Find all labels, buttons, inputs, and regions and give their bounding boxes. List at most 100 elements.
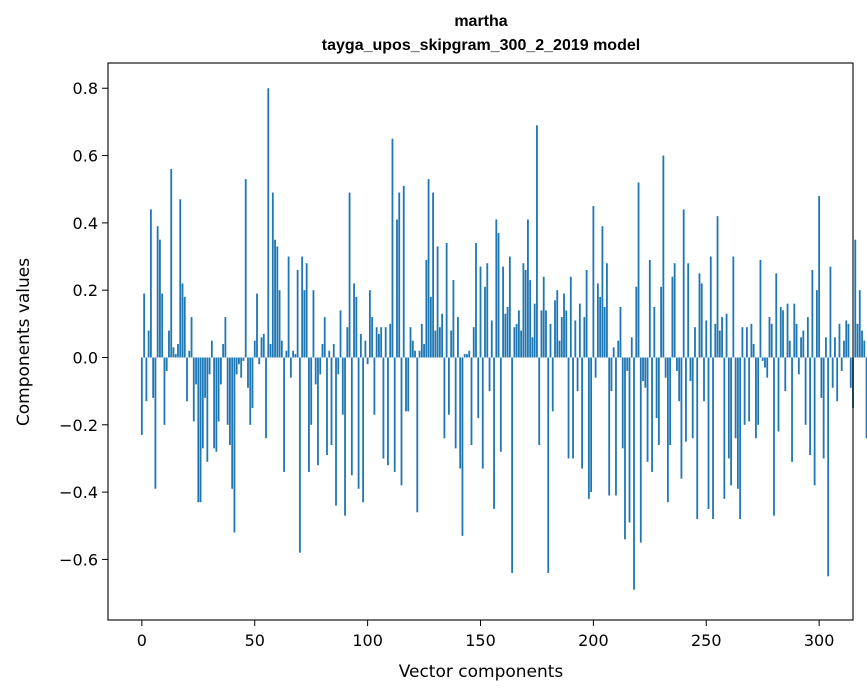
bar-302	[822, 357, 825, 459]
bar-61	[278, 290, 281, 358]
x-tick-label: 100	[352, 631, 383, 650]
bar-252	[709, 256, 712, 358]
bar-89	[341, 357, 344, 415]
bar-290	[795, 323, 798, 358]
bar-269	[748, 357, 751, 422]
bar-276	[764, 357, 766, 368]
bar-173	[531, 337, 534, 358]
bar-274	[759, 259, 762, 358]
bar-3	[147, 330, 150, 358]
bar-80	[321, 344, 324, 358]
bar-291	[797, 357, 800, 375]
bar-67	[292, 350, 295, 358]
bar-88	[339, 310, 342, 358]
bar-266	[741, 327, 744, 358]
bar-152	[484, 286, 486, 358]
x-tick-label: 200	[578, 631, 609, 650]
x-tick-label: 50	[245, 631, 265, 650]
bar-205	[603, 307, 606, 358]
bar-55	[265, 357, 267, 439]
bar-125	[423, 344, 425, 358]
bar-188	[565, 310, 568, 358]
bar-169	[522, 263, 525, 358]
bar-267	[743, 357, 746, 425]
bar-185	[558, 340, 561, 358]
y-tick-label: 0.0	[73, 348, 98, 367]
bar-204	[601, 226, 604, 358]
bar-148	[475, 243, 477, 358]
bar-4	[149, 209, 152, 358]
bar-244	[691, 357, 694, 439]
bar-83	[328, 350, 331, 358]
bar-114	[398, 192, 401, 358]
bar-158	[497, 232, 500, 358]
bar-85	[332, 344, 335, 358]
bar-137	[450, 330, 453, 358]
bar-24	[195, 357, 197, 385]
bar-7	[156, 226, 159, 358]
bar-29	[206, 357, 209, 462]
bar-268	[745, 327, 748, 358]
bar-218	[633, 357, 635, 590]
bar-66	[289, 357, 292, 378]
bar-86	[335, 357, 337, 506]
bar-95	[355, 296, 358, 358]
bar-87	[337, 357, 340, 375]
bar-257	[721, 317, 723, 358]
bar-279	[770, 323, 773, 358]
bar-91	[346, 327, 349, 358]
bar-259	[725, 313, 728, 358]
bar-10	[163, 357, 166, 425]
bar-249	[703, 357, 705, 402]
bar-240	[682, 209, 685, 358]
bar-70	[298, 357, 301, 553]
bar-215	[626, 357, 629, 371]
bar-41	[233, 357, 236, 533]
bar-42	[235, 357, 238, 375]
bar-221	[639, 357, 642, 543]
bar-209	[612, 347, 615, 358]
bar-17	[179, 199, 182, 358]
bar-261	[730, 357, 732, 486]
bar-18	[181, 283, 184, 358]
bar-289	[793, 303, 796, 358]
bar-174	[533, 303, 536, 358]
bar-50	[253, 340, 256, 358]
bar-284	[782, 310, 784, 358]
bar-120	[411, 340, 414, 358]
bar-28	[204, 357, 206, 398]
x-tick-label: 250	[691, 631, 722, 650]
bar-92	[348, 192, 351, 358]
bar-43	[238, 357, 240, 365]
x-tick-label: 150	[465, 631, 496, 650]
bar-282	[777, 357, 780, 432]
bar-112	[393, 357, 396, 472]
bar-162	[506, 307, 509, 358]
bar-159	[499, 357, 502, 452]
bar-123	[418, 350, 421, 358]
bar-15	[174, 354, 177, 358]
bar-76	[312, 290, 315, 358]
bar-242	[687, 263, 690, 358]
bar-262	[732, 256, 735, 358]
bar-180	[547, 357, 550, 573]
bar-295	[806, 317, 809, 358]
bar-103	[373, 357, 376, 415]
bar-214	[624, 357, 626, 540]
bar-134	[443, 357, 446, 439]
bar-131	[436, 246, 439, 358]
bar-143	[463, 354, 466, 358]
bar-163	[508, 256, 511, 358]
bar-31	[210, 340, 213, 358]
bar-258	[723, 357, 726, 499]
bar-234	[669, 357, 672, 445]
bar-307	[834, 337, 836, 358]
bar-72	[303, 290, 306, 358]
bar-39	[229, 357, 231, 445]
x-tick-label: 0	[137, 631, 147, 650]
bar-44	[240, 357, 243, 378]
bar-25	[197, 357, 200, 503]
bar-13	[170, 169, 173, 358]
bar-136	[447, 357, 450, 415]
bar-319	[861, 330, 863, 358]
